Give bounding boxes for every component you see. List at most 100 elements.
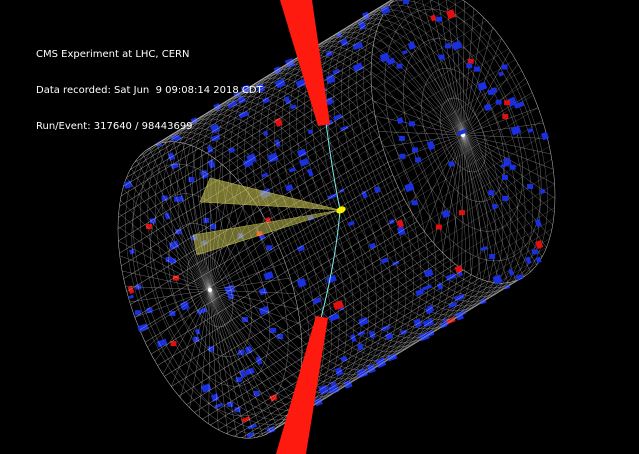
hadronic-deposit: [396, 116, 404, 125]
mesh-longitudinal-line: [157, 210, 411, 366]
hadronic-deposit: [347, 220, 355, 227]
hadronic-deposit: [262, 97, 270, 104]
hadronic-deposit: [423, 268, 434, 278]
endcap-spoke: [118, 212, 211, 291]
hadronic-deposit: [508, 268, 515, 276]
hadronic-deposit: [498, 71, 504, 77]
endcap-spoke: [130, 167, 211, 291]
hadronic-deposit: [325, 274, 337, 284]
mesh-longitudinal-line: [139, 174, 393, 331]
hadronic-deposit: [334, 367, 344, 377]
endcap-spoke: [462, 134, 537, 266]
hadronic-deposit: [167, 152, 175, 161]
hadronic-deposit: [146, 307, 153, 313]
forward-energy-tower: [276, 316, 328, 454]
hadronic-deposit: [332, 68, 340, 75]
hadronic-deposit: [234, 407, 241, 413]
hadronic-deposit: [436, 16, 443, 22]
endcap-spoke: [462, 134, 551, 155]
endcap-spoke: [462, 134, 551, 237]
hadronic-deposit: [134, 310, 141, 316]
endcap-spoke: [126, 177, 211, 291]
hadronic-deposit: [408, 121, 415, 127]
hadronic-deposit: [156, 338, 168, 348]
hadronic-deposit: [296, 245, 306, 252]
endcap-spoke: [209, 289, 298, 310]
hadronic-deposit: [501, 64, 508, 70]
mesh-longitudinal-line: [139, 1, 393, 157]
hadronic-deposit: [203, 217, 210, 223]
endcap-spoke: [209, 289, 264, 436]
hadronic-deposit: [235, 377, 242, 383]
endcap-spoke: [462, 134, 555, 213]
em-deposit: [170, 341, 177, 347]
endcap-spoke: [462, 63, 519, 136]
mesh-longitudinal-line: [119, 98, 373, 254]
mesh-longitudinal-line: [150, 0, 392, 148]
mesh-longitudinal-line: [268, 70, 523, 227]
hadronic-deposit: [253, 390, 260, 396]
jet-cone: [199, 177, 341, 211]
hadronic-deposit: [445, 273, 457, 281]
em-deposit: [430, 14, 437, 22]
endcap-spoke: [407, 134, 464, 207]
endcap-spoke: [462, 134, 491, 283]
endcap-spoke: [462, 8, 475, 136]
hadronic-deposit: [441, 209, 451, 219]
hadronic-deposit: [510, 125, 522, 136]
hadronic-deposit: [483, 103, 492, 112]
endcap-spoke: [371, 85, 464, 136]
endcap-spoke: [209, 277, 291, 291]
hadronic-deposit: [210, 393, 220, 402]
hadronic-deposit: [396, 63, 403, 69]
endcap-spoke: [424, 134, 464, 232]
hadronic-deposit: [318, 384, 329, 395]
hadronic-deposit: [466, 63, 473, 69]
hadronic-deposit: [535, 256, 542, 264]
interaction-vertex-icon: [336, 206, 346, 214]
hadronic-deposit: [238, 110, 249, 119]
mesh-longitudinal-line: [202, 263, 456, 420]
mesh-longitudinal-line: [241, 28, 495, 185]
em-deposit: [454, 265, 463, 274]
endcap-spoke: [462, 1, 465, 136]
hadronic-deposit: [170, 258, 177, 264]
jet-cones: [192, 177, 341, 256]
hadronic-deposit: [357, 330, 366, 337]
mesh-longitudinal-line: [301, 183, 555, 340]
hadronic-deposit: [239, 369, 247, 379]
mesh-longitudinal-line: [289, 120, 543, 276]
hadronic-deposit: [312, 297, 322, 305]
endcap-spoke: [442, 134, 464, 253]
endcap-spoke: [129, 289, 211, 303]
endcap-spoke: [134, 289, 211, 318]
endcap-spoke: [191, 145, 211, 291]
hadronic-deposit: [299, 158, 310, 167]
mesh-longitudinal-line: [170, 0, 403, 143]
hadronic-deposit: [489, 254, 496, 260]
hadronic-deposit: [256, 83, 266, 93]
hadronic-deposit: [502, 195, 509, 201]
endcap-spoke: [125, 286, 211, 291]
mesh-longitudinal-line: [144, 0, 393, 152]
mesh-longitudinal-line: [178, 240, 432, 397]
endcap-spoke: [400, 134, 464, 193]
em-deposit: [274, 117, 283, 127]
endcap-spoke: [209, 289, 295, 294]
hadronic-deposit: [495, 99, 502, 105]
endcap-spoke: [372, 100, 464, 136]
endcap-spoke: [462, 134, 548, 139]
endcap-spoke: [451, 134, 464, 262]
endcap-spoke: [209, 289, 284, 421]
hadronic-deposit: [426, 140, 436, 151]
hadronic-deposit: [261, 172, 269, 178]
endcap-spoke: [462, 122, 544, 136]
mesh-longitudinal-line: [209, 0, 463, 156]
hadronic-deposit: [527, 183, 534, 189]
mesh-longitudinal-line: [300, 171, 554, 327]
endcap-spoke: [209, 289, 229, 435]
hadronic-deposit: [438, 54, 445, 60]
endcap-spoke: [180, 289, 211, 398]
endcap-spoke: [379, 22, 464, 136]
mesh-longitudinal-line: [280, 94, 534, 251]
